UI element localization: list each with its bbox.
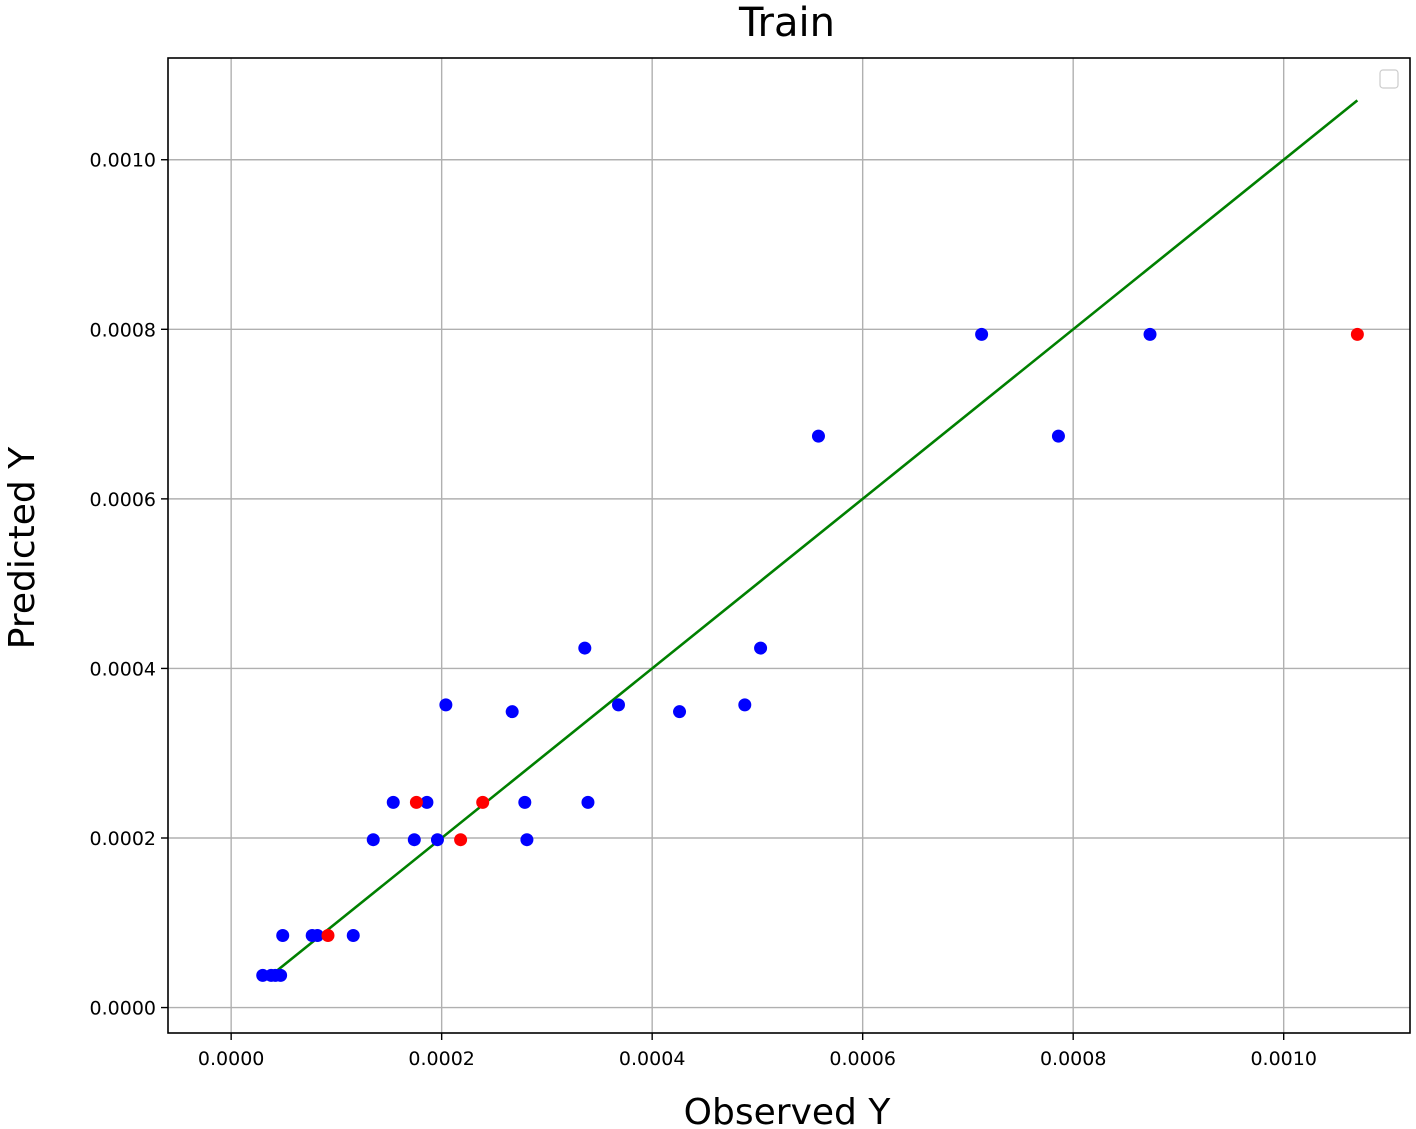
blue-data-point xyxy=(581,795,595,809)
fit-line xyxy=(272,99,1359,975)
blue-data-point xyxy=(754,641,768,655)
blue-data-point xyxy=(310,929,324,942)
blue-data-point xyxy=(407,833,421,847)
chart-title: Train xyxy=(738,0,835,46)
y-tick-label: 0.0006 xyxy=(90,489,156,511)
legend-box xyxy=(1379,69,1399,89)
blue-data-point xyxy=(430,833,444,847)
blue-data-point xyxy=(420,795,434,809)
x-tick-label: 0.0002 xyxy=(408,1048,474,1070)
blue-data-point xyxy=(276,929,290,942)
y-tick-label: 0.0000 xyxy=(90,998,156,1020)
blue-data-point xyxy=(738,698,752,712)
blue-data-point xyxy=(505,705,519,719)
points-group xyxy=(256,327,1364,982)
grid xyxy=(168,58,1410,1033)
plot-area-frame xyxy=(167,57,1411,1034)
blue-data-point xyxy=(975,327,989,341)
y-tick-label: 0.0010 xyxy=(90,150,156,172)
blue-data-point xyxy=(366,833,380,847)
red-data-point xyxy=(454,833,468,847)
x-axis-label: Observed Y xyxy=(684,1092,892,1129)
blue-data-point xyxy=(439,698,453,712)
y-tick-label: 0.0002 xyxy=(90,828,156,850)
blue-data-point xyxy=(578,641,592,655)
x-tick-label: 0.0010 xyxy=(1250,1048,1316,1070)
blue-data-point xyxy=(1051,429,1065,443)
blue-data-point xyxy=(811,429,825,443)
blue-data-point xyxy=(1143,327,1157,341)
blue-data-point xyxy=(520,833,534,847)
blue-data-point xyxy=(386,795,400,809)
red-data-point xyxy=(1350,327,1364,341)
fit-line-group xyxy=(272,99,1359,975)
red-data-point xyxy=(409,795,423,809)
x-tick-label: 0.0004 xyxy=(619,1048,685,1070)
ticks: 0.0000 0.0002 0.0004 0.0006 0.0008 0.0010 0.00… xyxy=(90,150,1317,1070)
red-data-point xyxy=(476,795,490,809)
blue-data-point xyxy=(518,795,532,809)
blue-data-point xyxy=(346,929,360,942)
blue-data-point xyxy=(274,968,288,982)
blue-data-point xyxy=(611,698,625,712)
x-tick-label: 0.0000 xyxy=(198,1048,264,1070)
y-tick-label: 0.0008 xyxy=(90,319,156,341)
x-tick-label: 0.0006 xyxy=(829,1048,895,1070)
red-data-point xyxy=(321,929,335,942)
x-tick-label: 0.0008 xyxy=(1040,1048,1106,1070)
y-tick-label: 0.0004 xyxy=(90,658,156,680)
y-axis-label: Predicted Y xyxy=(2,446,43,649)
blue-data-point xyxy=(673,705,687,719)
